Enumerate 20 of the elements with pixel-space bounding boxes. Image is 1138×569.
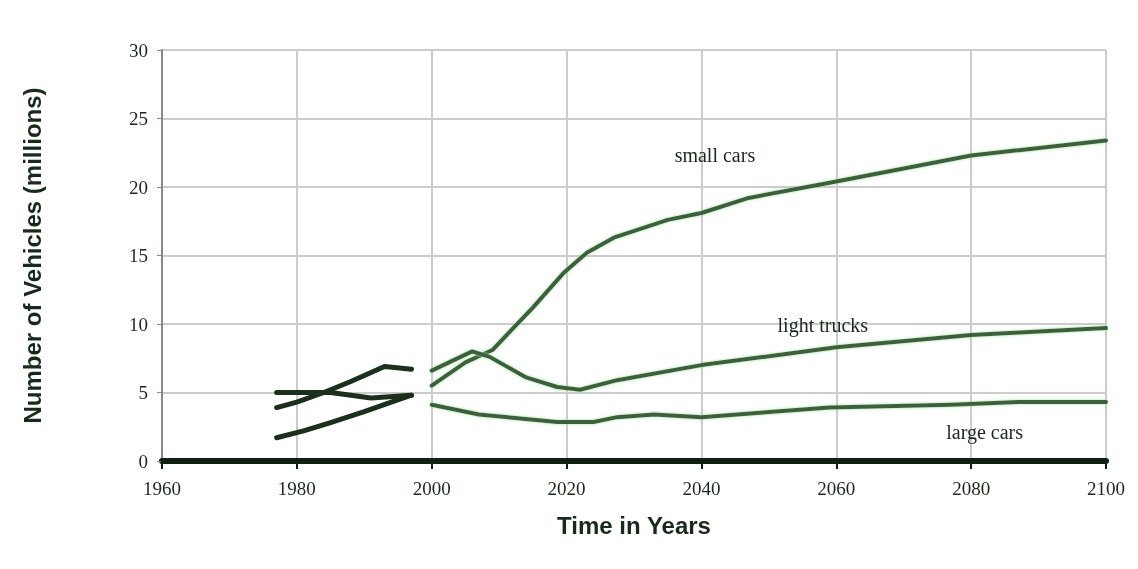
x-tick-label: 2060 <box>817 478 856 499</box>
x-tick-label: 2100 <box>1087 478 1125 499</box>
series-label: large cars <box>946 421 1024 445</box>
y-axis-title: Number of Vehicles (millions) <box>18 87 46 424</box>
series-label: small cars <box>674 144 756 167</box>
x-tick-label: 2020 <box>547 478 586 499</box>
x-tick-label: 1980 <box>277 478 316 499</box>
x-axis-title: Time in Years <box>557 511 711 539</box>
y-tick-label: 20 <box>129 176 148 198</box>
x-tick-label: 2000 <box>412 478 451 499</box>
y-tick-label: 15 <box>129 245 148 266</box>
series-label: light trucks <box>777 314 869 338</box>
x-tick-label: 1960 <box>143 478 181 499</box>
y-tick-label: 30 <box>129 39 148 61</box>
y-tick-label: 0 <box>138 450 148 472</box>
x-tick-label: 2040 <box>682 478 721 499</box>
y-tick-label: 5 <box>138 382 148 403</box>
y-tick-label: 25 <box>129 108 148 129</box>
x-tick-label: 2080 <box>952 478 991 499</box>
y-tick-label: 10 <box>129 313 148 335</box>
